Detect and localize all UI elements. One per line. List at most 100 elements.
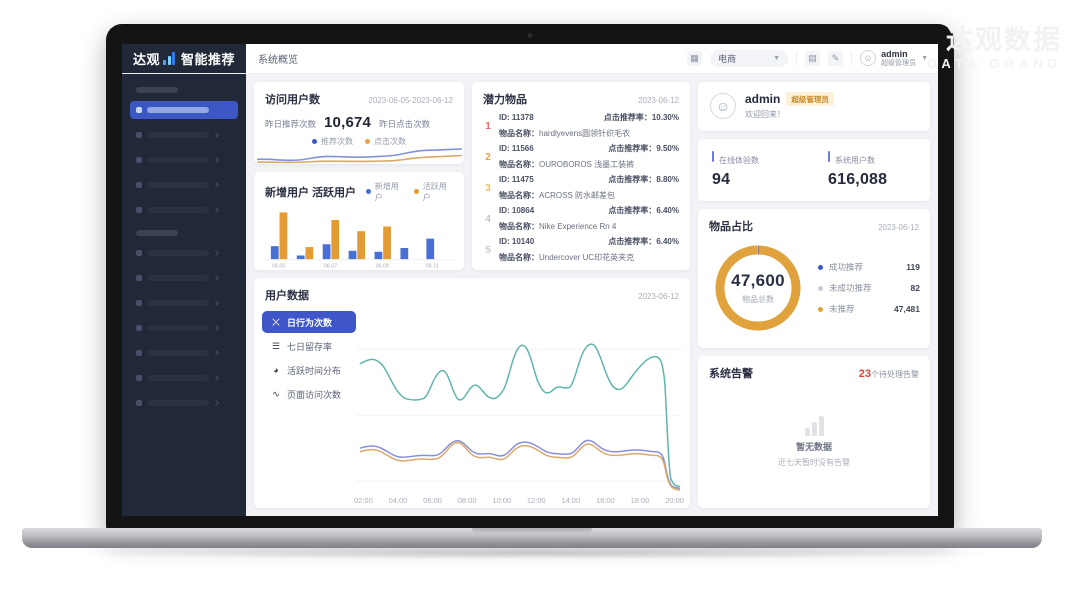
new-active-header: 新增用户 活跃用户 新增用户 活跃用户 [254, 172, 464, 203]
sidebar-item-label [147, 250, 209, 256]
legend-row-not-recommended: 未推荐 47,481 [818, 303, 920, 315]
bar-chart-empty-icon [804, 415, 824, 436]
item-share-date: 2023-06-12 [878, 223, 919, 232]
item-id: ID: 10864 [499, 206, 535, 215]
document-icon[interactable]: ▤ [805, 50, 821, 66]
chevron-right-icon [213, 207, 219, 213]
sidebar-item-icon [136, 157, 142, 163]
chevron-right-icon [213, 275, 219, 281]
item-name: 物品名称：Undercover UC印花英夹克 [499, 253, 635, 262]
list-item[interactable]: 4 ID: 10864 点击推荐率：6.40% 物品名称：Nike Experi… [480, 204, 682, 235]
app-logo[interactable]: 达观 智能推荐 [122, 44, 246, 73]
screen: 达观 智能推荐 系统概览 ▦ 电商 ▼ ▤ [122, 44, 938, 516]
item-share-card: 物品占比 2023-06-12 [698, 209, 930, 348]
chevron-right-icon [213, 325, 219, 331]
legend-value: 82 [910, 283, 920, 293]
list-item[interactable]: 2 ID: 11566 点击推荐率：9.50% 物品名称：OUROBOROS 浅… [480, 142, 682, 173]
sidebar-item[interactable] [130, 201, 238, 219]
sidebar-item-label [147, 275, 209, 281]
welcome-text: admin 超级管理员 欢迎回来！ [745, 92, 834, 120]
item-share-title: 物品占比 [709, 221, 753, 233]
kpi-1-label: 昨日推荐次数 [265, 119, 317, 129]
tab-label: 页面访问次数 [287, 389, 342, 400]
top-row: 访问用户数 2023-06-05-2023-06-12 昨日推荐次数 10,67… [254, 82, 690, 270]
user-data-tabs: ⤬ 日行为次数 ☰ 七日留存率 ◕ [262, 309, 356, 492]
legend-item-new-users: 新增用户 [366, 181, 405, 203]
sidebar-item-icon [136, 275, 142, 281]
chevron-right-icon [213, 250, 219, 256]
series-3 [360, 443, 680, 491]
chevron-right-icon [213, 375, 219, 381]
sidebar-item[interactable] [130, 319, 238, 337]
sidebar-item[interactable] [130, 269, 238, 287]
sidebar-item-icon [136, 300, 142, 306]
donut-total-label: 物品总数 [742, 295, 774, 304]
list-item[interactable]: 3 ID: 11475 点击推荐率：8.80% 物品名称：ACROSS 防水邮差… [480, 173, 682, 204]
tab-label: 日行为次数 [287, 317, 333, 328]
legend-dot [818, 285, 823, 291]
item-rank: 5 [485, 245, 491, 256]
welcome-card: ☺ admin 超级管理员 欢迎回来！ [698, 82, 930, 131]
sidebar-item[interactable] [130, 394, 238, 412]
user-data-header: 用户数据 2023-06-12 [254, 278, 690, 303]
chevron-down-icon: ▼ [921, 54, 928, 62]
laptop-lid: 达观 智能推荐 系统概览 ▦ 电商 ▼ ▤ [106, 24, 954, 532]
welcome-user-name: admin [745, 92, 781, 106]
sidebar-item-active[interactable] [130, 101, 238, 119]
donut-total-value: 47,600 [731, 271, 785, 290]
sidebar-item[interactable] [130, 151, 238, 169]
tab-seven-day-retention[interactable]: ☰ 七日留存率 [262, 335, 356, 357]
kpi-1-value: 10,674 [324, 114, 372, 131]
x-tick: 04:00 [388, 496, 408, 505]
item-rate: 点击推荐率：9.50% [608, 144, 679, 153]
legend-dot [818, 306, 823, 312]
user-menu[interactable]: ☺ admin 超级管理员 ▼ [860, 49, 928, 67]
line-chart-icon: ∿ [272, 388, 280, 399]
pencil-icon[interactable]: ✎ [828, 50, 844, 66]
sidebar-item-label [147, 375, 209, 381]
item-name: 物品名称：hardlyevens圆领针织毛衣 [499, 129, 631, 138]
business-select[interactable]: 电商 ▼ [710, 49, 789, 67]
item-rank: 2 [485, 152, 491, 163]
logo-text-sub: 智能推荐 [181, 52, 236, 67]
tab-label: 活跃时间分布 [287, 365, 342, 376]
sidebar-item[interactable] [130, 369, 238, 387]
clock-icon: ◕ [273, 365, 279, 375]
sidebar-item[interactable] [130, 294, 238, 312]
item-id: ID: 11378 [499, 113, 534, 122]
legend-value: 119 [906, 262, 920, 272]
tab-page-visits[interactable]: ∿ 页面访问次数 [262, 383, 356, 405]
svg-text:06-05: 06-05 [272, 263, 285, 269]
sidebar-item-icon [136, 350, 142, 356]
potential-items-list: 1 ID: 11378 点击推荐率：10.30% 物品名称：hardlyeven… [472, 107, 690, 270]
tab-active-time-distribution[interactable]: ◕ 活跃时间分布 [262, 359, 356, 381]
list-item[interactable]: 5 ID: 10140 点击推荐率：6.40% 物品名称：Undercover … [480, 235, 682, 266]
grid-icon[interactable]: ▦ [687, 50, 703, 66]
item-rate: 点击推荐率：10.30% [603, 113, 679, 122]
sidebar-item[interactable] [130, 344, 238, 362]
user-meta: admin 超级管理员 [881, 49, 916, 67]
item-rate: 点击推荐率：8.80% [608, 175, 679, 184]
sidebar-item-icon [136, 375, 142, 381]
visits-header: 访问用户数 2023-06-05-2023-06-12 [254, 82, 464, 107]
x-tick: 20:00 [665, 496, 684, 505]
pending-alarm-count[interactable]: 23个待处理告警 [859, 368, 919, 380]
item-name: 物品名称：Nike Experience Rn 4 [499, 222, 617, 231]
list-item[interactable]: 1 ID: 11378 点击推荐率：10.30% 物品名称：hardlyeven… [480, 111, 682, 142]
sidebar-item-icon [136, 132, 142, 138]
sidebar-item[interactable] [130, 176, 238, 194]
user-data-line-chart [356, 309, 682, 492]
legend-dot [818, 264, 823, 270]
x-tick: 06:00 [423, 496, 442, 505]
empty-state-title: 暂无数据 [795, 441, 832, 452]
tab-daily-behavior[interactable]: ⤬ 日行为次数 [262, 311, 356, 333]
legend-row-unsuccessful: 未成功推荐 82 [818, 282, 920, 294]
x-tick: 16:00 [596, 496, 615, 505]
legend-item-click: 点击次数 [365, 136, 406, 147]
user-data-card: 用户数据 2023-06-12 ⤬ 日行为次数 [254, 278, 690, 508]
user-data-x-axis: 02:00 04:00 06:00 08:00 10:00 12:00 14:0… [254, 496, 690, 508]
sidebar-item[interactable] [130, 244, 238, 262]
item-rank: 3 [485, 183, 491, 194]
sidebar-item[interactable] [130, 126, 238, 144]
